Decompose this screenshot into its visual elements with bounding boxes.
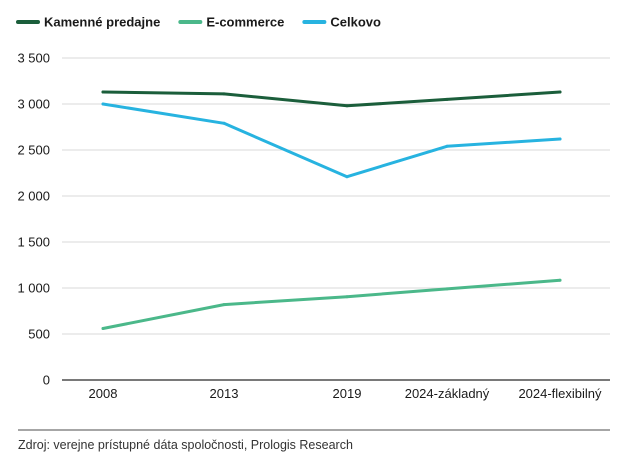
data-point <box>345 175 349 179</box>
y-tick-label: 0 <box>43 373 50 388</box>
series-line <box>101 102 562 179</box>
series-line <box>101 278 562 330</box>
legend: Kamenné predajne E-commerce Celkovo <box>16 15 381 30</box>
source-text: Zdroj: verejne prístupné dáta spoločnost… <box>18 438 353 452</box>
data-point <box>222 92 226 96</box>
data-point <box>345 295 349 299</box>
y-tick-label: 1 000 <box>17 281 50 296</box>
data-point <box>222 121 226 125</box>
x-tick-label: 2024-flexibilný <box>518 386 602 401</box>
series-lines <box>101 90 562 330</box>
data-point <box>558 278 562 282</box>
y-tick-label: 500 <box>28 327 50 342</box>
y-tick-label: 3 500 <box>17 51 50 66</box>
data-point <box>445 144 449 148</box>
data-point <box>558 137 562 141</box>
data-point <box>345 104 349 108</box>
y-tick-label: 1 500 <box>17 235 50 250</box>
grid <box>62 57 610 335</box>
y-axis-ticks: 0 500 1 000 1 500 2 000 2 500 3 000 3 500 <box>17 51 50 388</box>
x-tick-label: 2013 <box>210 386 239 401</box>
legend-label: Celkovo <box>330 15 381 30</box>
legend-label: Kamenné predajne <box>44 15 160 30</box>
y-tick-label: 2 000 <box>17 189 50 204</box>
x-tick-label: 2008 <box>89 386 118 401</box>
x-tick-label: 2024-základný <box>405 386 490 401</box>
y-tick-label: 3 000 <box>17 97 50 112</box>
data-point <box>101 90 105 94</box>
data-point <box>101 327 105 330</box>
data-point <box>445 97 449 101</box>
data-point <box>445 287 449 291</box>
x-axis-ticks: 2008 2013 2019 2024-základný 2024-flexibilný <box>89 386 603 401</box>
data-point <box>222 303 226 307</box>
legend-label: E-commerce <box>206 15 284 30</box>
x-tick-label: 2019 <box>333 386 362 401</box>
data-point <box>101 102 105 106</box>
y-tick-label: 2 500 <box>17 143 50 158</box>
data-point <box>558 90 562 94</box>
